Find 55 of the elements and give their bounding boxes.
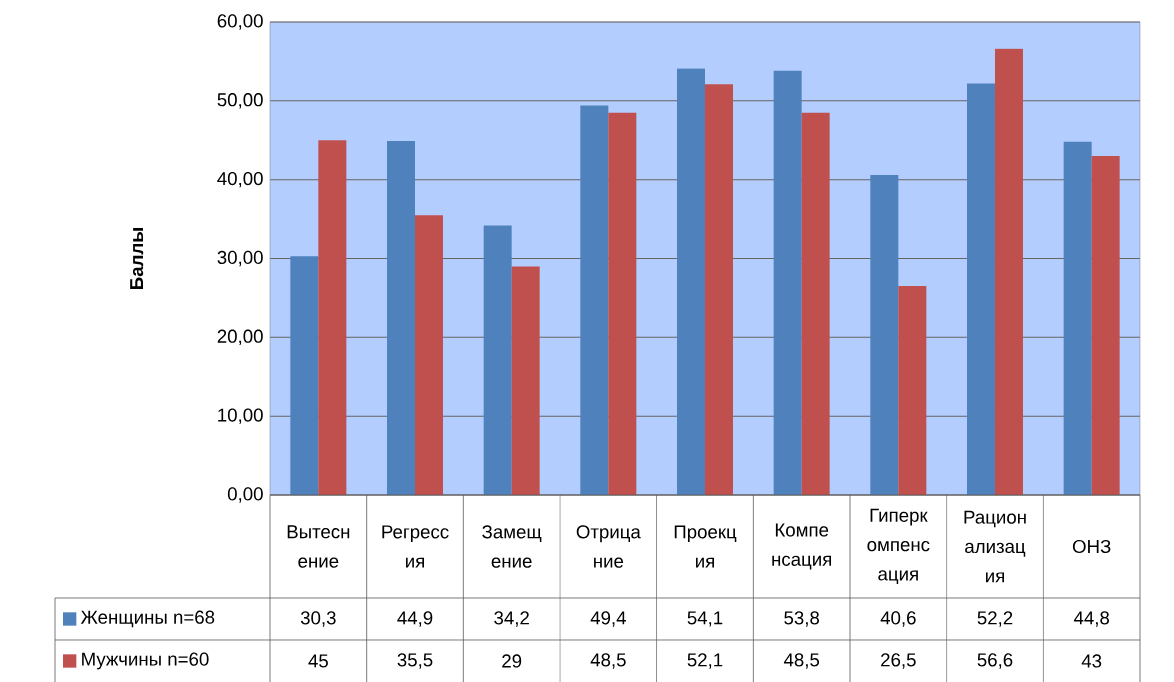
bar — [318, 140, 347, 495]
y-axis-title: Баллы — [130, 227, 144, 289]
legend-label: Женщины n=68 — [80, 610, 215, 628]
data-label: 53,8 — [784, 611, 820, 627]
bar — [387, 140, 415, 495]
data-label: 40,6 — [880, 611, 916, 627]
x-tick-label: Регресс ия — [382, 525, 449, 568]
bar — [511, 266, 540, 495]
data-label: 30,3 — [300, 611, 336, 627]
y-tick-label: 10,00 — [218, 408, 263, 424]
x-tick-label: Компе нсация — [772, 523, 832, 570]
data-label: 49,4 — [590, 611, 626, 627]
bar — [966, 83, 995, 495]
x-tick-label: Проекц ия — [674, 525, 737, 568]
data-label: 35,5 — [397, 653, 433, 669]
bar — [1063, 141, 1092, 495]
data-label: 48,5 — [590, 653, 626, 669]
data-label: 44,8 — [1073, 611, 1110, 627]
bar — [677, 68, 705, 495]
y-tick-label: 40,00 — [217, 171, 263, 188]
bar — [773, 70, 802, 495]
x-tick-label: Рацион ализац ия — [964, 510, 1026, 583]
data-label: 56,6 — [977, 653, 1013, 669]
y-tick-label: 30,00 — [217, 250, 263, 267]
y-tick-label: 0,00 — [227, 487, 263, 503]
x-tick-label: Замещ ение — [482, 525, 542, 568]
bar — [415, 214, 443, 495]
bar — [705, 84, 733, 495]
x-tick-label: Гиперк омпенс ация — [867, 508, 930, 584]
data-label: 48,5 — [783, 653, 820, 669]
data-label: 43 — [1081, 654, 1102, 668]
y-tick-label: 20,00 — [217, 329, 263, 345]
bar — [1091, 155, 1120, 495]
data-label: 29 — [502, 654, 522, 668]
legend-label: Мужчины n=60 — [82, 652, 209, 670]
data-label: 45 — [308, 654, 328, 668]
data-label: 54,1 — [687, 611, 723, 627]
data-label: 52,1 — [687, 653, 723, 669]
x-tick-label: ОНЗ — [1072, 539, 1111, 553]
y-tick-label: 60,00 — [217, 14, 263, 30]
data-label: 34,2 — [494, 611, 529, 627]
bar — [580, 105, 609, 495]
x-tick-label: Отрица ние — [576, 525, 641, 568]
bar — [994, 48, 1023, 495]
data-label: 52,2 — [977, 611, 1013, 627]
bar — [801, 112, 830, 495]
data-label: 26,5 — [881, 653, 916, 669]
bar — [290, 255, 319, 495]
data-label: 44,9 — [397, 611, 433, 627]
x-tick-label: Вытесн ение — [287, 525, 350, 568]
bar — [483, 225, 512, 495]
bar — [870, 174, 899, 495]
bar — [898, 285, 927, 495]
bar — [608, 112, 637, 495]
y-tick-label: 50,00 — [217, 92, 263, 109]
